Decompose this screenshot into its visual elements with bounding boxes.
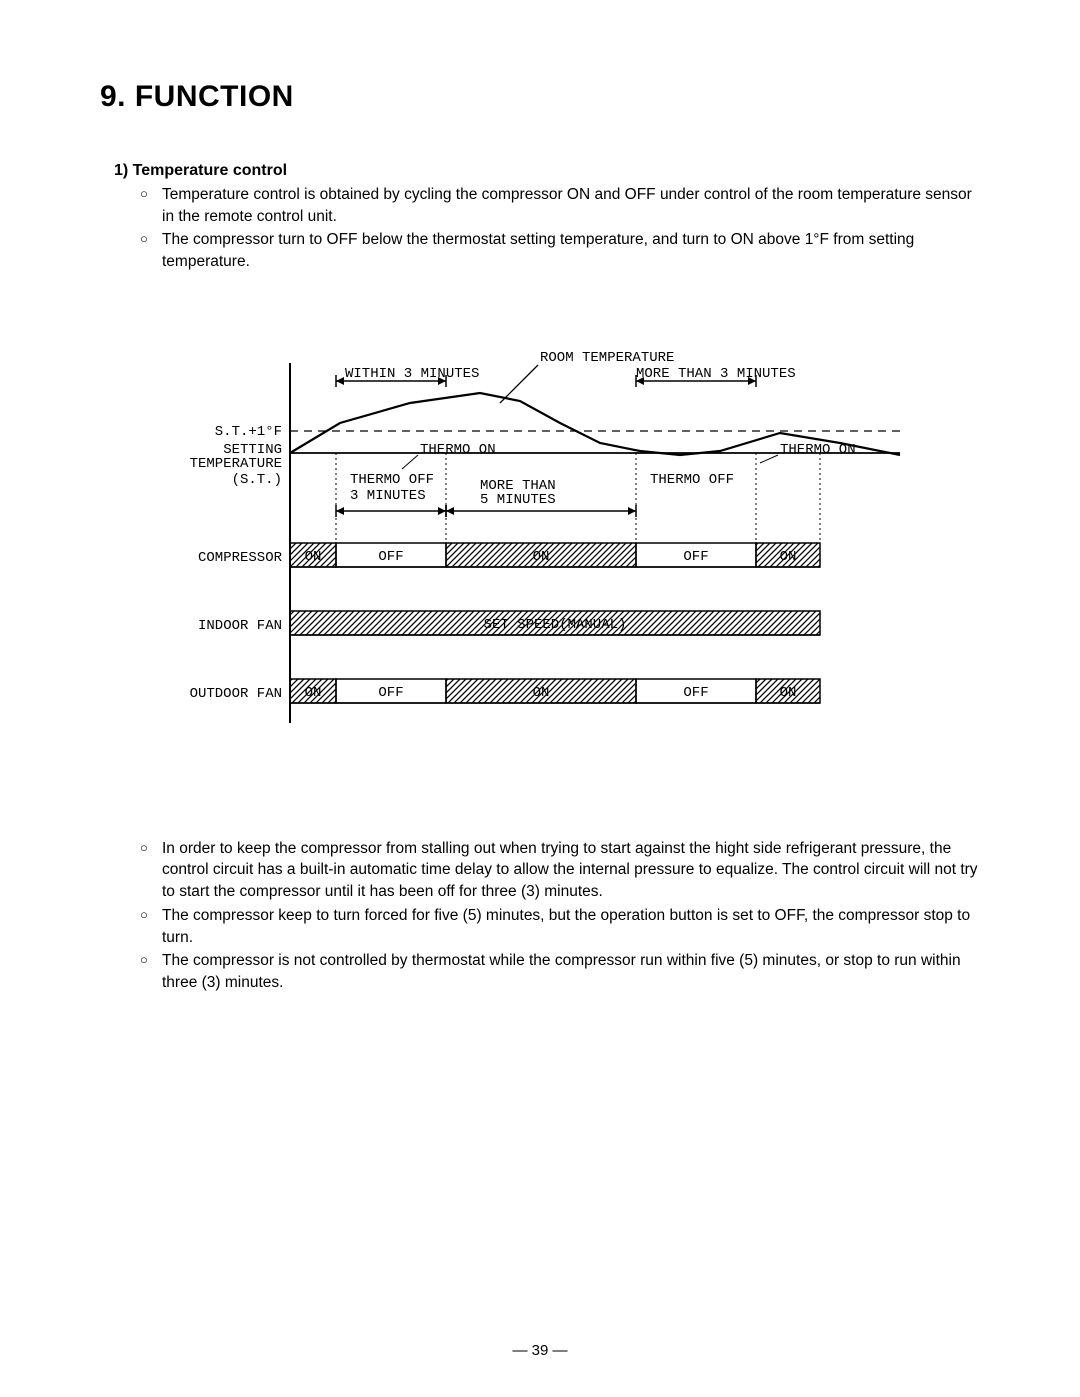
bullet-item: The compressor keep to turn forced for f… [140, 905, 980, 948]
section-heading: 1) Temperature control [114, 162, 980, 180]
bottom-bullets: In order to keep the compressor from sta… [140, 838, 980, 994]
svg-text:ON: ON [305, 549, 322, 565]
svg-text:OFF: OFF [683, 685, 708, 701]
svg-text:TEMPERATURE: TEMPERATURE [190, 456, 282, 472]
svg-text:THERMO OFF: THERMO OFF [350, 472, 434, 488]
svg-text:ON: ON [305, 685, 322, 701]
page-number: — 39 — [0, 1342, 1080, 1359]
svg-text:THERMO ON: THERMO ON [780, 442, 856, 458]
svg-text:OFF: OFF [683, 549, 708, 565]
svg-text:S.T.+1°F: S.T.+1°F [215, 424, 282, 440]
svg-text:OUTDOOR FAN: OUTDOOR FAN [190, 686, 282, 702]
svg-text:ROOM TEMPERATURE: ROOM TEMPERATURE [540, 350, 674, 366]
bullet-item: Temperature control is obtained by cycli… [140, 184, 980, 227]
svg-text:ON: ON [780, 549, 797, 565]
bullet-item: In order to keep the compressor from sta… [140, 838, 980, 903]
svg-text:OFF: OFF [378, 549, 403, 565]
svg-text:WITHIN 3 MINUTES: WITHIN 3 MINUTES [345, 366, 479, 382]
bullet-item: The compressor turn to OFF below the the… [140, 229, 980, 272]
timing-diagram: ROOM TEMPERATURE WITHIN 3 MINUTES MORE THA… [160, 343, 920, 768]
svg-text:ON: ON [533, 685, 550, 701]
svg-text:ON: ON [780, 685, 797, 701]
svg-text:(S.T.): (S.T.) [232, 472, 282, 488]
svg-text:ON: ON [533, 549, 550, 565]
svg-text:INDOOR FAN: INDOOR FAN [198, 618, 282, 634]
bullet-item: The compressor is not controlled by ther… [140, 950, 980, 993]
svg-text:OFF: OFF [378, 685, 403, 701]
svg-text:THERMO ON: THERMO ON [420, 442, 496, 458]
top-bullets: Temperature control is obtained by cycli… [140, 184, 980, 273]
page-title: 9. FUNCTION [100, 80, 980, 114]
svg-text:SET SPEED(MANUAL): SET SPEED(MANUAL) [484, 617, 627, 633]
svg-text:3 MINUTES: 3 MINUTES [350, 488, 426, 504]
svg-text:5 MINUTES: 5 MINUTES [480, 492, 556, 508]
svg-text:MORE THAN 3 MINUTES: MORE THAN 3 MINUTES [636, 366, 796, 382]
svg-text:THERMO OFF: THERMO OFF [650, 472, 734, 488]
svg-text:COMPRESSOR: COMPRESSOR [198, 550, 283, 566]
